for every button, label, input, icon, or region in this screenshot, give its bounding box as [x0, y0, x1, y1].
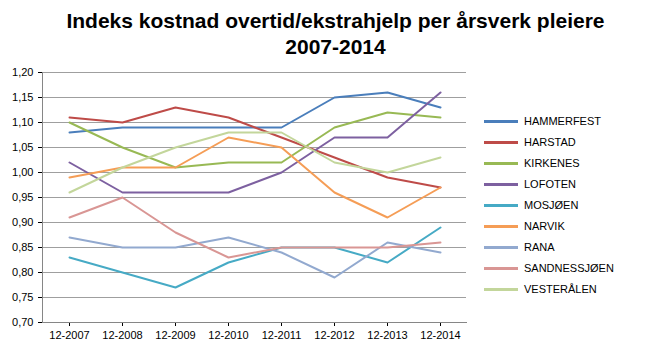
svg-text:1,10: 1,10: [12, 116, 33, 128]
svg-text:12-2013: 12-2013: [367, 329, 407, 341]
svg-text:1,20: 1,20: [12, 66, 33, 78]
svg-text:1,15: 1,15: [12, 91, 33, 103]
svg-text:0,95: 0,95: [12, 191, 33, 203]
html-text:NARVIK: NARVIK: [524, 220, 565, 232]
svg-text:12-2014: 12-2014: [420, 329, 460, 341]
svg-text:1,05: 1,05: [12, 141, 33, 153]
html-text:Indeks kostnad overtid/ekstrah: Indeks kostnad overtid/ekstrahjelp per å…: [66, 9, 605, 58]
svg-text:12-2009: 12-2009: [155, 329, 195, 341]
svg-text:0,70: 0,70: [12, 316, 33, 328]
svg-text:0,85: 0,85: [12, 241, 33, 253]
html-text:LOFOTEN: LOFOTEN: [524, 178, 576, 190]
html-text:MOSJØEN: MOSJØEN: [524, 199, 579, 211]
svg-text:1,00: 1,00: [12, 166, 33, 178]
html-text:VESTERÅLEN: VESTERÅLEN: [524, 283, 597, 295]
svg-text:0,90: 0,90: [12, 216, 33, 228]
html-text:HAMMERFEST: HAMMERFEST: [524, 115, 601, 127]
svg-text:12-2007: 12-2007: [49, 329, 89, 341]
svg-text:12-2008: 12-2008: [102, 329, 142, 341]
svg-text:12-2011: 12-2011: [262, 329, 302, 341]
html-text:KIRKENES: KIRKENES: [524, 157, 580, 169]
html-text:RANA: RANA: [524, 241, 555, 253]
svg-text:12-2010: 12-2010: [208, 329, 248, 341]
html-text:HARSTAD: HARSTAD: [524, 136, 576, 148]
svg-text:0,75: 0,75: [12, 291, 33, 303]
svg-text:12-2012: 12-2012: [314, 329, 354, 341]
svg-text:0,80: 0,80: [12, 266, 33, 278]
html-text:SANDNESSJØEN: SANDNESSJØEN: [524, 262, 614, 274]
